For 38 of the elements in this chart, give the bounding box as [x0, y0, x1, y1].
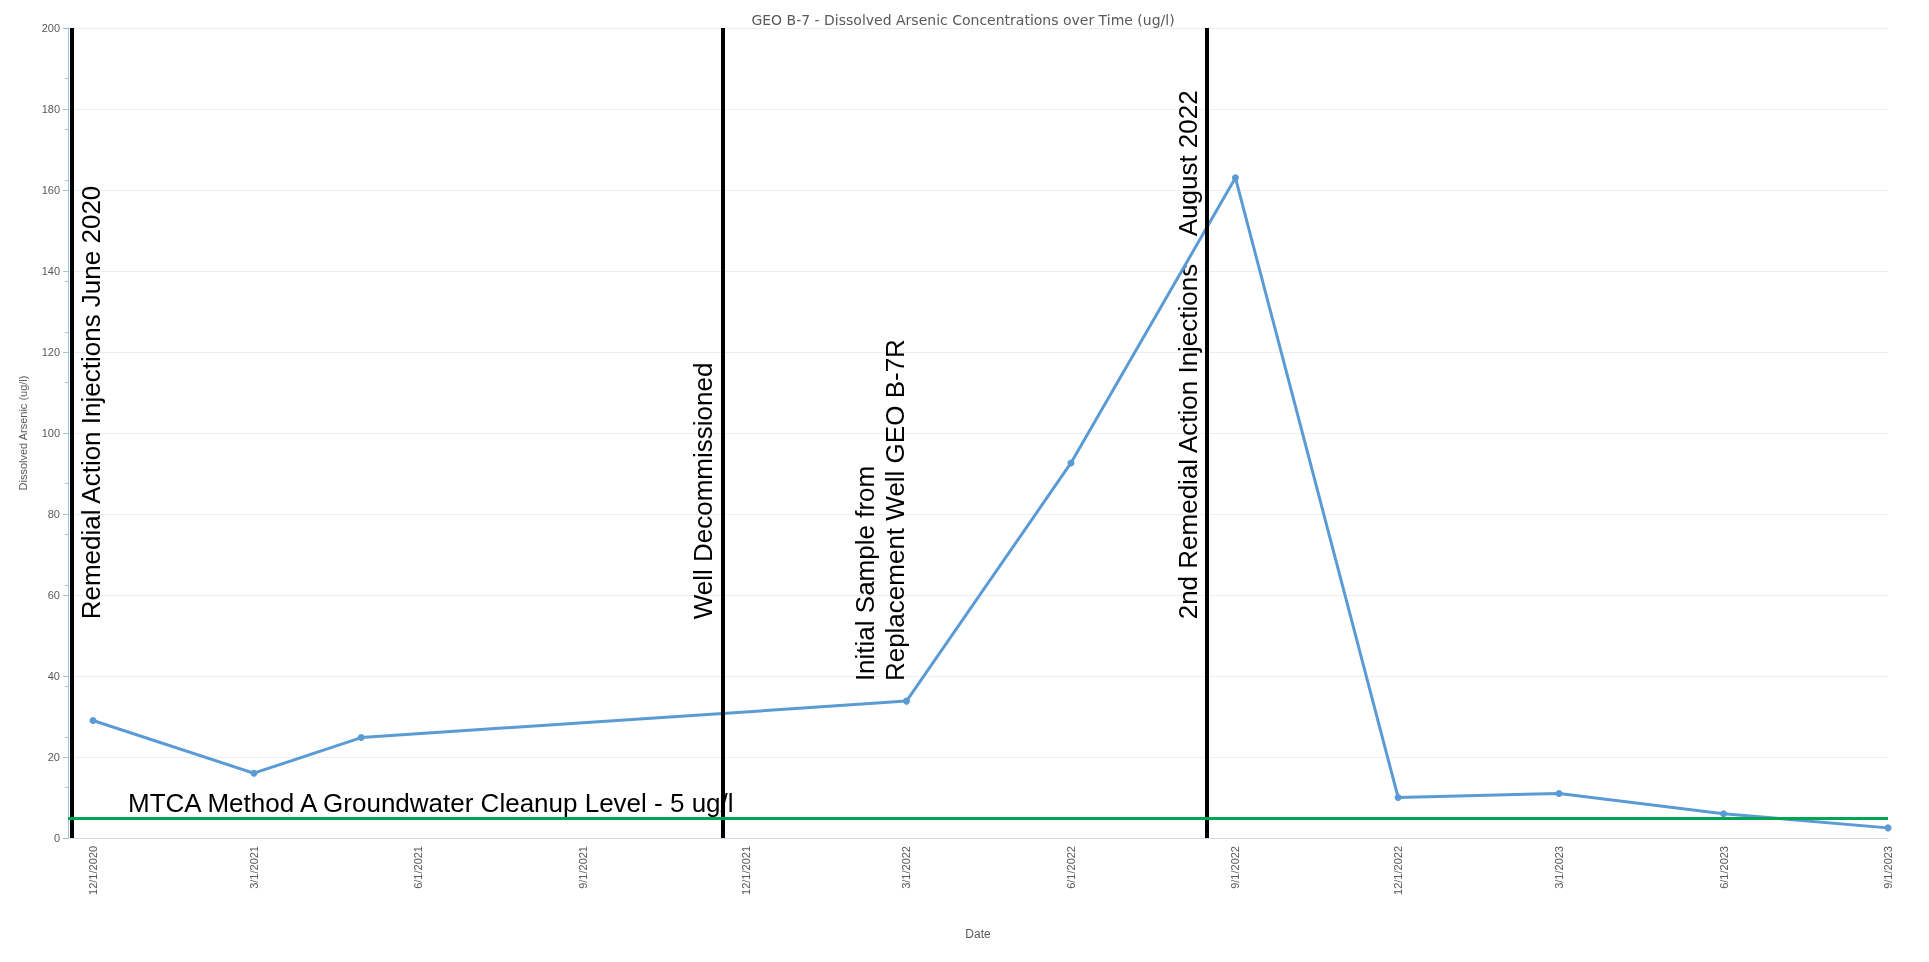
point — [250, 769, 258, 777]
x-tick-label: 12/1/2022 — [1392, 846, 1405, 895]
point — [357, 734, 365, 742]
y-tick-label: 180 — [41, 103, 60, 115]
ref-line-label: Well Decommissioned — [688, 362, 719, 620]
y-tick-label: 20 — [47, 751, 60, 763]
ref-line-label: 2nd Remedial Action Injections August 2022 — [1172, 90, 1203, 620]
x-tick-label: 9/1/2023 — [1882, 846, 1894, 889]
point — [89, 717, 97, 725]
x-tick-label: 3/1/2021 — [247, 846, 260, 889]
point — [902, 697, 910, 705]
x-tick-label: 12/1/2020 — [87, 846, 100, 895]
point — [1231, 174, 1239, 182]
x-axis-title: Date — [965, 927, 991, 941]
y-tick-label: 120 — [41, 346, 60, 358]
x-tick-label: 12/1/2021 — [739, 846, 752, 895]
y-tick-label: 200 — [41, 22, 60, 34]
y-tick-label: 160 — [41, 184, 60, 196]
x-tick-label: 6/1/2022 — [1064, 846, 1077, 889]
x-tick-label: 9/1/2022 — [1229, 846, 1242, 889]
y-tick-label: 80 — [47, 508, 60, 520]
y-axis-title: Dissolved Arsenic (ug/l) — [16, 375, 29, 491]
annotation: Initial Sample from Replacement Well GEO B-7R — [850, 339, 911, 682]
x-tick-label: 6/1/2021 — [412, 846, 425, 889]
y-tick-label: 100 — [41, 427, 60, 439]
y-tick-label: 0 — [53, 832, 60, 844]
x-tick-label: 9/1/2021 — [576, 846, 589, 889]
point — [1720, 810, 1728, 818]
y-tick-label: 60 — [47, 589, 60, 601]
ref-line-label: Remedial Action Injections June 2020 — [75, 185, 106, 620]
y-tick-label: 40 — [47, 670, 60, 682]
y-tick-label: 140 — [41, 265, 60, 277]
x-tick-label: 3/1/2022 — [900, 846, 913, 889]
point — [1394, 794, 1402, 801]
chart-title: GEO B-7 - Dissolved Arsenic Concentrations over Time (ug/l) — [751, 12, 1175, 28]
point — [1555, 789, 1563, 797]
x-tick-label: 3/1/2023 — [1553, 846, 1566, 889]
x-tick-label: 6/1/2023 — [1717, 846, 1730, 889]
